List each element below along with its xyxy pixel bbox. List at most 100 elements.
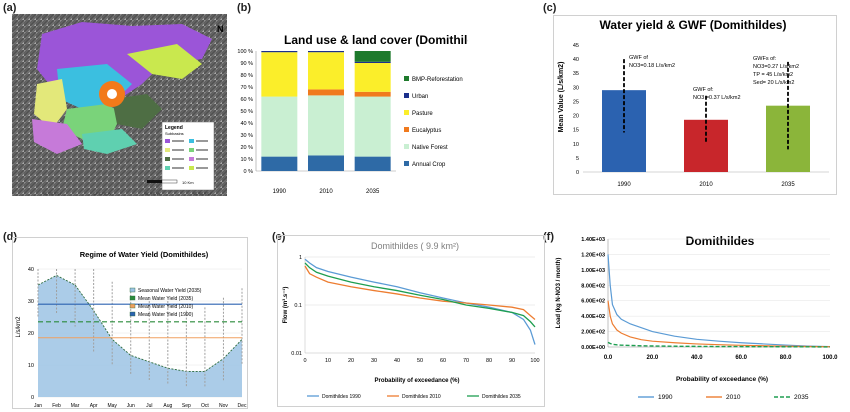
water-yield-y-tick: 40 [573, 57, 579, 63]
land-use-legend-swatch [404, 144, 409, 149]
map-legend-entry [172, 167, 184, 169]
map-legend-swatch [189, 166, 194, 170]
regime-seasonal-area [38, 275, 242, 397]
regime-chart-title: Regime of Water Yield (Domithildes) [80, 250, 209, 259]
water-yield-y-tick: 45 [573, 43, 579, 49]
regime-legend-swatch [129, 287, 136, 293]
water-yield-annotation: NO3=0.18 L/s/km2 [629, 63, 675, 69]
land-use-x-tick: 2010 [319, 189, 333, 195]
flow-duration-x-tick: 40 [394, 358, 400, 364]
panel-label-d: (d) [3, 231, 18, 243]
flow-duration-ylabel: Flow (m³.s⁻¹) [282, 287, 289, 324]
regime-x-tick: Nov [219, 403, 228, 409]
load-duration-xlabel: Probability of exceedance (%) [676, 376, 768, 383]
land-use-y-tick: 20 % [240, 145, 253, 151]
water-yield-chart: Water yield & GWF (Domithildes) Mean Val… [558, 18, 829, 188]
land-use-y-tick: 80 % [240, 73, 253, 79]
load-duration-y-tick: 1.00E+03 [581, 268, 605, 274]
land-use-legend-swatch [404, 110, 409, 115]
land-use-y-tick: 60 % [240, 97, 253, 103]
map-legend-entry [196, 167, 208, 169]
north-arrow-icon: N [217, 24, 224, 34]
flow-duration-x-tick: 10 [325, 358, 331, 364]
flow-duration-y-tick: 1 [299, 255, 302, 261]
load-duration-legend-label: 1990 [658, 394, 673, 401]
water-yield-y-tick: 25 [573, 99, 579, 105]
land-use-y-tick: 30 % [240, 133, 253, 139]
water-yield-y-tick: 5 [576, 156, 579, 162]
land-use-y-tick: 10 % [240, 157, 253, 163]
land-use-bar-segment [261, 156, 298, 171]
load-duration-chart: Domithildes Load (kg N-NO3 / month) Prob… [556, 234, 838, 401]
load-duration-y-tick: 0.00E+00 [581, 345, 605, 351]
load-duration-line [607, 300, 831, 348]
flow-duration-x-tick: 0 [303, 358, 306, 364]
land-use-legend-label: BMP-Reforestation [412, 77, 463, 83]
map-legend-entry [196, 158, 208, 160]
land-use-chart-title: Land use & land cover (Domithildes) [284, 33, 468, 47]
water-yield-frame [553, 15, 837, 195]
scale-bar-label: 10 Km [182, 180, 194, 185]
flow-duration-x-tick: 30 [371, 358, 377, 364]
load-duration-x-tick: 20.0 [647, 355, 659, 361]
land-use-legend-swatch [404, 127, 409, 132]
scale-bar-segment [161, 179, 178, 184]
flow-duration-y-tick: 0.01 [291, 351, 302, 357]
land-use-legend-label: Pasture [412, 111, 433, 117]
regime-frame [12, 237, 248, 409]
water-yield-x-tick: 1990 [617, 182, 631, 188]
regime-y-tick: 0 [31, 395, 34, 401]
land-use-y-tick: 40 % [240, 121, 253, 127]
load-duration-title: Domithildes [686, 234, 755, 248]
land-use-y-tick: 90 % [240, 61, 253, 67]
panel-label-e: (e) [272, 231, 286, 243]
map-legend-entry [196, 140, 208, 142]
domithildes-inner-marker [107, 89, 117, 99]
map-longitude-tick: 45°50'0"W [193, 191, 212, 196]
land-use-y-tick: 0 % [244, 169, 254, 175]
water-yield-y-tick: 30 [573, 85, 579, 91]
regime-chart: Regime of Water Yield (Domithildes) L/s/… [16, 250, 247, 409]
regime-x-tick: Mar [71, 403, 80, 409]
land-use-y-tick: 100 % [237, 49, 253, 55]
panel-label-b: (b) [237, 2, 252, 14]
land-use-bar-segment [308, 95, 344, 156]
regime-legend-label: Mean Water Yield (2010) [138, 304, 193, 310]
water-yield-annotation: GWF of [629, 55, 648, 61]
map-legend-entry [172, 158, 184, 160]
regime-x-tick: Dec [238, 403, 247, 409]
flow-duration-x-tick: 60 [440, 358, 446, 364]
regime-y-tick: 40 [28, 267, 34, 273]
load-duration-line [607, 254, 831, 348]
regime-x-tick: Aug [163, 403, 172, 409]
map-legend-subtitle: Subbasins [165, 131, 184, 136]
regime-legend-label: Mean Water Yield (2035) [138, 296, 193, 302]
regime-y-tick: 10 [28, 363, 34, 369]
land-use-bar-segment [308, 51, 344, 53]
flow-duration-line [304, 265, 536, 320]
land-use-bar-segment [354, 156, 391, 171]
flow-duration-x-tick: 80 [486, 358, 492, 364]
water-yield-x-tick: 2035 [781, 182, 795, 188]
water-yield-y-tick: 20 [573, 114, 579, 120]
flow-duration-title: Domithildes ( 9.9 km²) [371, 241, 459, 251]
load-duration-y-tick: 1.40E+03 [581, 237, 605, 243]
panel-label-c: (c) [543, 2, 557, 14]
land-use-legend-swatch [404, 93, 409, 98]
panel-label-a: (a) [3, 2, 17, 14]
load-duration-y-tick: 6.00E+02 [581, 299, 605, 305]
load-duration-x-tick: 40.0 [691, 355, 703, 361]
water-yield-chart-title: Water yield & GWF (Domithildes) [600, 18, 787, 32]
land-use-bar-segment [261, 96, 298, 157]
load-duration-x-tick: 100.0 [822, 355, 838, 361]
flow-duration-x-tick: 90 [509, 358, 515, 364]
flow-duration-legend-label: Domithildes 2035 [482, 394, 521, 400]
flow-duration-y-tick: 0.1 [294, 303, 302, 309]
regime-x-tick: Jul [146, 403, 152, 409]
regime-x-tick: May [107, 403, 117, 409]
water-yield-y-tick: 15 [573, 128, 579, 134]
land-use-bar-segment [354, 91, 391, 97]
land-use-bar-segment [354, 61, 391, 63]
flow-duration-x-tick: 50 [417, 358, 423, 364]
land-use-bar-segment [354, 96, 391, 157]
